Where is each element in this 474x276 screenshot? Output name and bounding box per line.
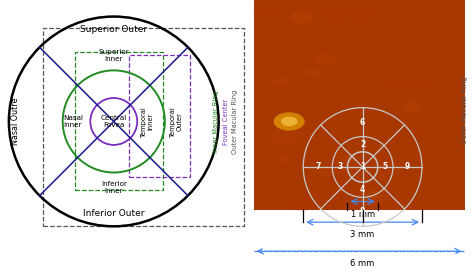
Circle shape [380, 75, 409, 91]
Circle shape [379, 81, 384, 84]
Circle shape [416, 129, 429, 137]
Bar [74, 52, 163, 190]
Text: 1: 1 [360, 163, 365, 171]
Circle shape [317, 170, 323, 173]
Circle shape [253, 3, 281, 20]
Circle shape [270, 128, 302, 146]
Circle shape [441, 39, 456, 48]
Circle shape [311, 166, 332, 177]
Text: 3 mm: 3 mm [350, 230, 375, 240]
Text: 5: 5 [383, 163, 388, 171]
Circle shape [428, 137, 437, 142]
Text: 4: 4 [360, 185, 365, 194]
Bar [254, 0, 465, 210]
Circle shape [322, 8, 348, 23]
Text: 7: 7 [315, 163, 320, 171]
Circle shape [306, 68, 320, 77]
Circle shape [274, 113, 304, 130]
Text: Inferior
Inner: Inferior Inner [101, 181, 127, 194]
Text: Inferior Outer: Inferior Outer [83, 209, 145, 218]
Circle shape [339, 179, 358, 190]
Text: 8: 8 [360, 207, 365, 216]
Circle shape [287, 195, 315, 211]
Text: Central
Fovea: Central Fovea [100, 115, 127, 128]
Text: Outer Macular Ring: Outer Macular Ring [232, 89, 237, 154]
Circle shape [314, 52, 337, 66]
Text: Superior Outer: Superior Outer [80, 25, 147, 34]
Circle shape [349, 5, 377, 22]
Text: Nasal Outre: Nasal Outre [11, 98, 20, 145]
Circle shape [379, 143, 387, 148]
Text: Temporal
Outer: Temporal Outer [170, 106, 182, 137]
Circle shape [422, 113, 430, 117]
Circle shape [374, 172, 387, 181]
Text: Nasal
Inner: Nasal Inner [63, 115, 83, 128]
Circle shape [355, 20, 367, 28]
Circle shape [273, 77, 289, 86]
Circle shape [358, 190, 386, 206]
Text: Outer Macular Ring: Outer Macular Ring [463, 76, 468, 144]
Text: Inner Macular Ring: Inner Macular Ring [213, 90, 219, 153]
Circle shape [267, 81, 277, 86]
Text: 6 mm: 6 mm [350, 259, 375, 269]
Circle shape [401, 100, 421, 112]
Text: Temporal
Inner: Temporal Inner [141, 106, 154, 137]
Circle shape [281, 117, 297, 126]
Text: Superior
Inner: Superior Inner [99, 49, 129, 62]
Circle shape [332, 155, 363, 173]
Bar [129, 55, 190, 177]
Circle shape [322, 3, 351, 20]
Text: 3: 3 [337, 163, 342, 171]
Text: 9: 9 [405, 163, 410, 171]
Circle shape [334, 188, 347, 195]
Text: 6: 6 [360, 118, 365, 127]
Circle shape [419, 76, 450, 94]
Text: 2: 2 [360, 140, 365, 149]
Circle shape [399, 75, 430, 93]
Circle shape [275, 154, 293, 164]
Bar [43, 28, 244, 226]
Text: Foveal Center: Foveal Center [223, 98, 228, 145]
Circle shape [291, 10, 313, 23]
Text: 1 mm: 1 mm [351, 210, 374, 219]
